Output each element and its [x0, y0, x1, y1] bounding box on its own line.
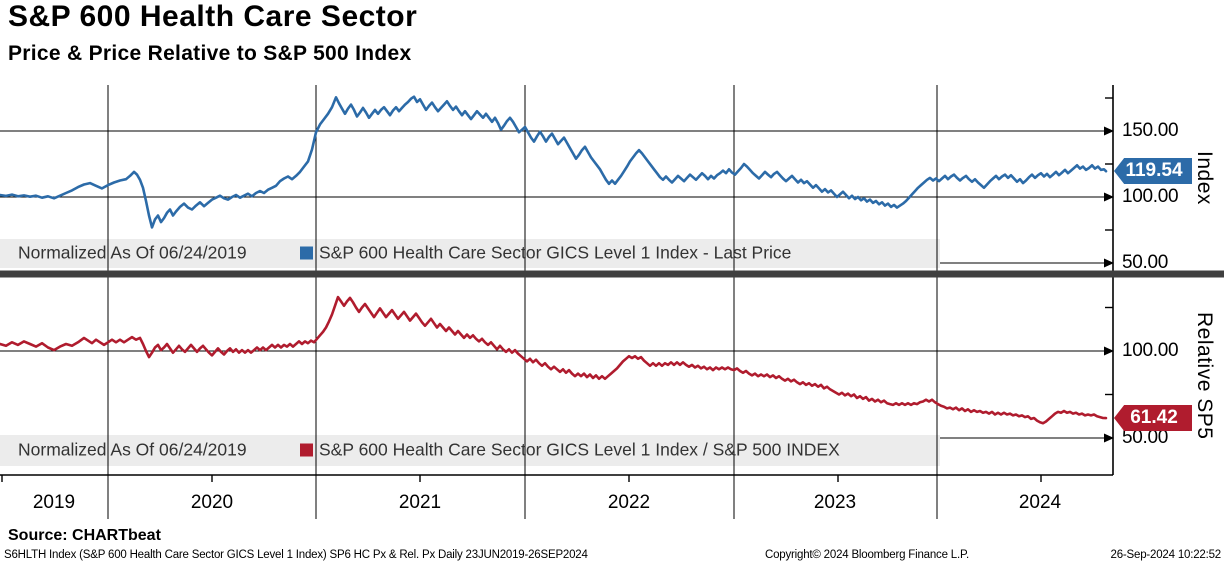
legend-series-price: S&P 600 Health Care Sector GICS Level 1 … [319, 242, 792, 263]
last-price-badge-relative: 61.42 [1114, 405, 1192, 431]
y-tick-arrow [1104, 433, 1114, 443]
axis-title-relative: Relative SP5 [1193, 312, 1216, 440]
source-label: Source: CHARTbeat [8, 527, 161, 544]
x-tick-2021: 2021 [398, 492, 442, 513]
legend-stripe [0, 239, 940, 268]
y-tick-label-150: 150.00 [1122, 120, 1179, 141]
legend-swatch-price [300, 246, 313, 260]
legend-stripe [0, 435, 940, 466]
legend-swatch-relative [300, 443, 313, 457]
relative-series-line [0, 295, 1108, 425]
axis-title-index: Index [1193, 151, 1216, 205]
x-tick-2022: 2022 [607, 492, 651, 513]
footer-description: S6HLTH Index (S&P 600 Health Care Sector… [4, 549, 588, 561]
x-tick-2024: 2024 [1018, 492, 1062, 513]
y-tick-label-50: 50.00 [1122, 252, 1169, 273]
page-subtitle: Price & Price Relative to S&P 500 Index [8, 42, 412, 65]
y-tick-label-rel-100: 100.00 [1122, 340, 1179, 361]
y-tick-arrow [1104, 126, 1114, 136]
panel-divider [0, 270, 1224, 278]
last-price-badge-index: 119.54 [1114, 158, 1192, 184]
legend-series-relative: S&P 600 Health Care Sector GICS Level 1 … [319, 439, 840, 460]
x-tick-2023: 2023 [813, 492, 857, 513]
page-title: S&P 600 Health Care Sector [8, 0, 418, 33]
footer-copyright: Copyright© 2024 Bloomberg Finance L.P. [765, 549, 969, 561]
y-tick-arrow [1104, 346, 1114, 356]
legend-normalized-note-price: Normalized As Of 06/24/2019 [18, 242, 247, 263]
legend-normalized-note-relative: Normalized As Of 06/24/2019 [18, 439, 247, 460]
x-tick-2020: 2020 [190, 492, 234, 513]
y-tick-label-rel-50: 50.00 [1122, 427, 1169, 448]
x-tick-2019: 2019 [32, 492, 76, 513]
y-tick-arrow [1104, 192, 1114, 202]
y-tick-label-100: 100.00 [1122, 186, 1179, 207]
footer-timestamp: 26-Sep-2024 10:22:52 [1110, 549, 1222, 561]
y-tick-arrow [1104, 258, 1114, 268]
price-series-line [0, 95, 1108, 229]
